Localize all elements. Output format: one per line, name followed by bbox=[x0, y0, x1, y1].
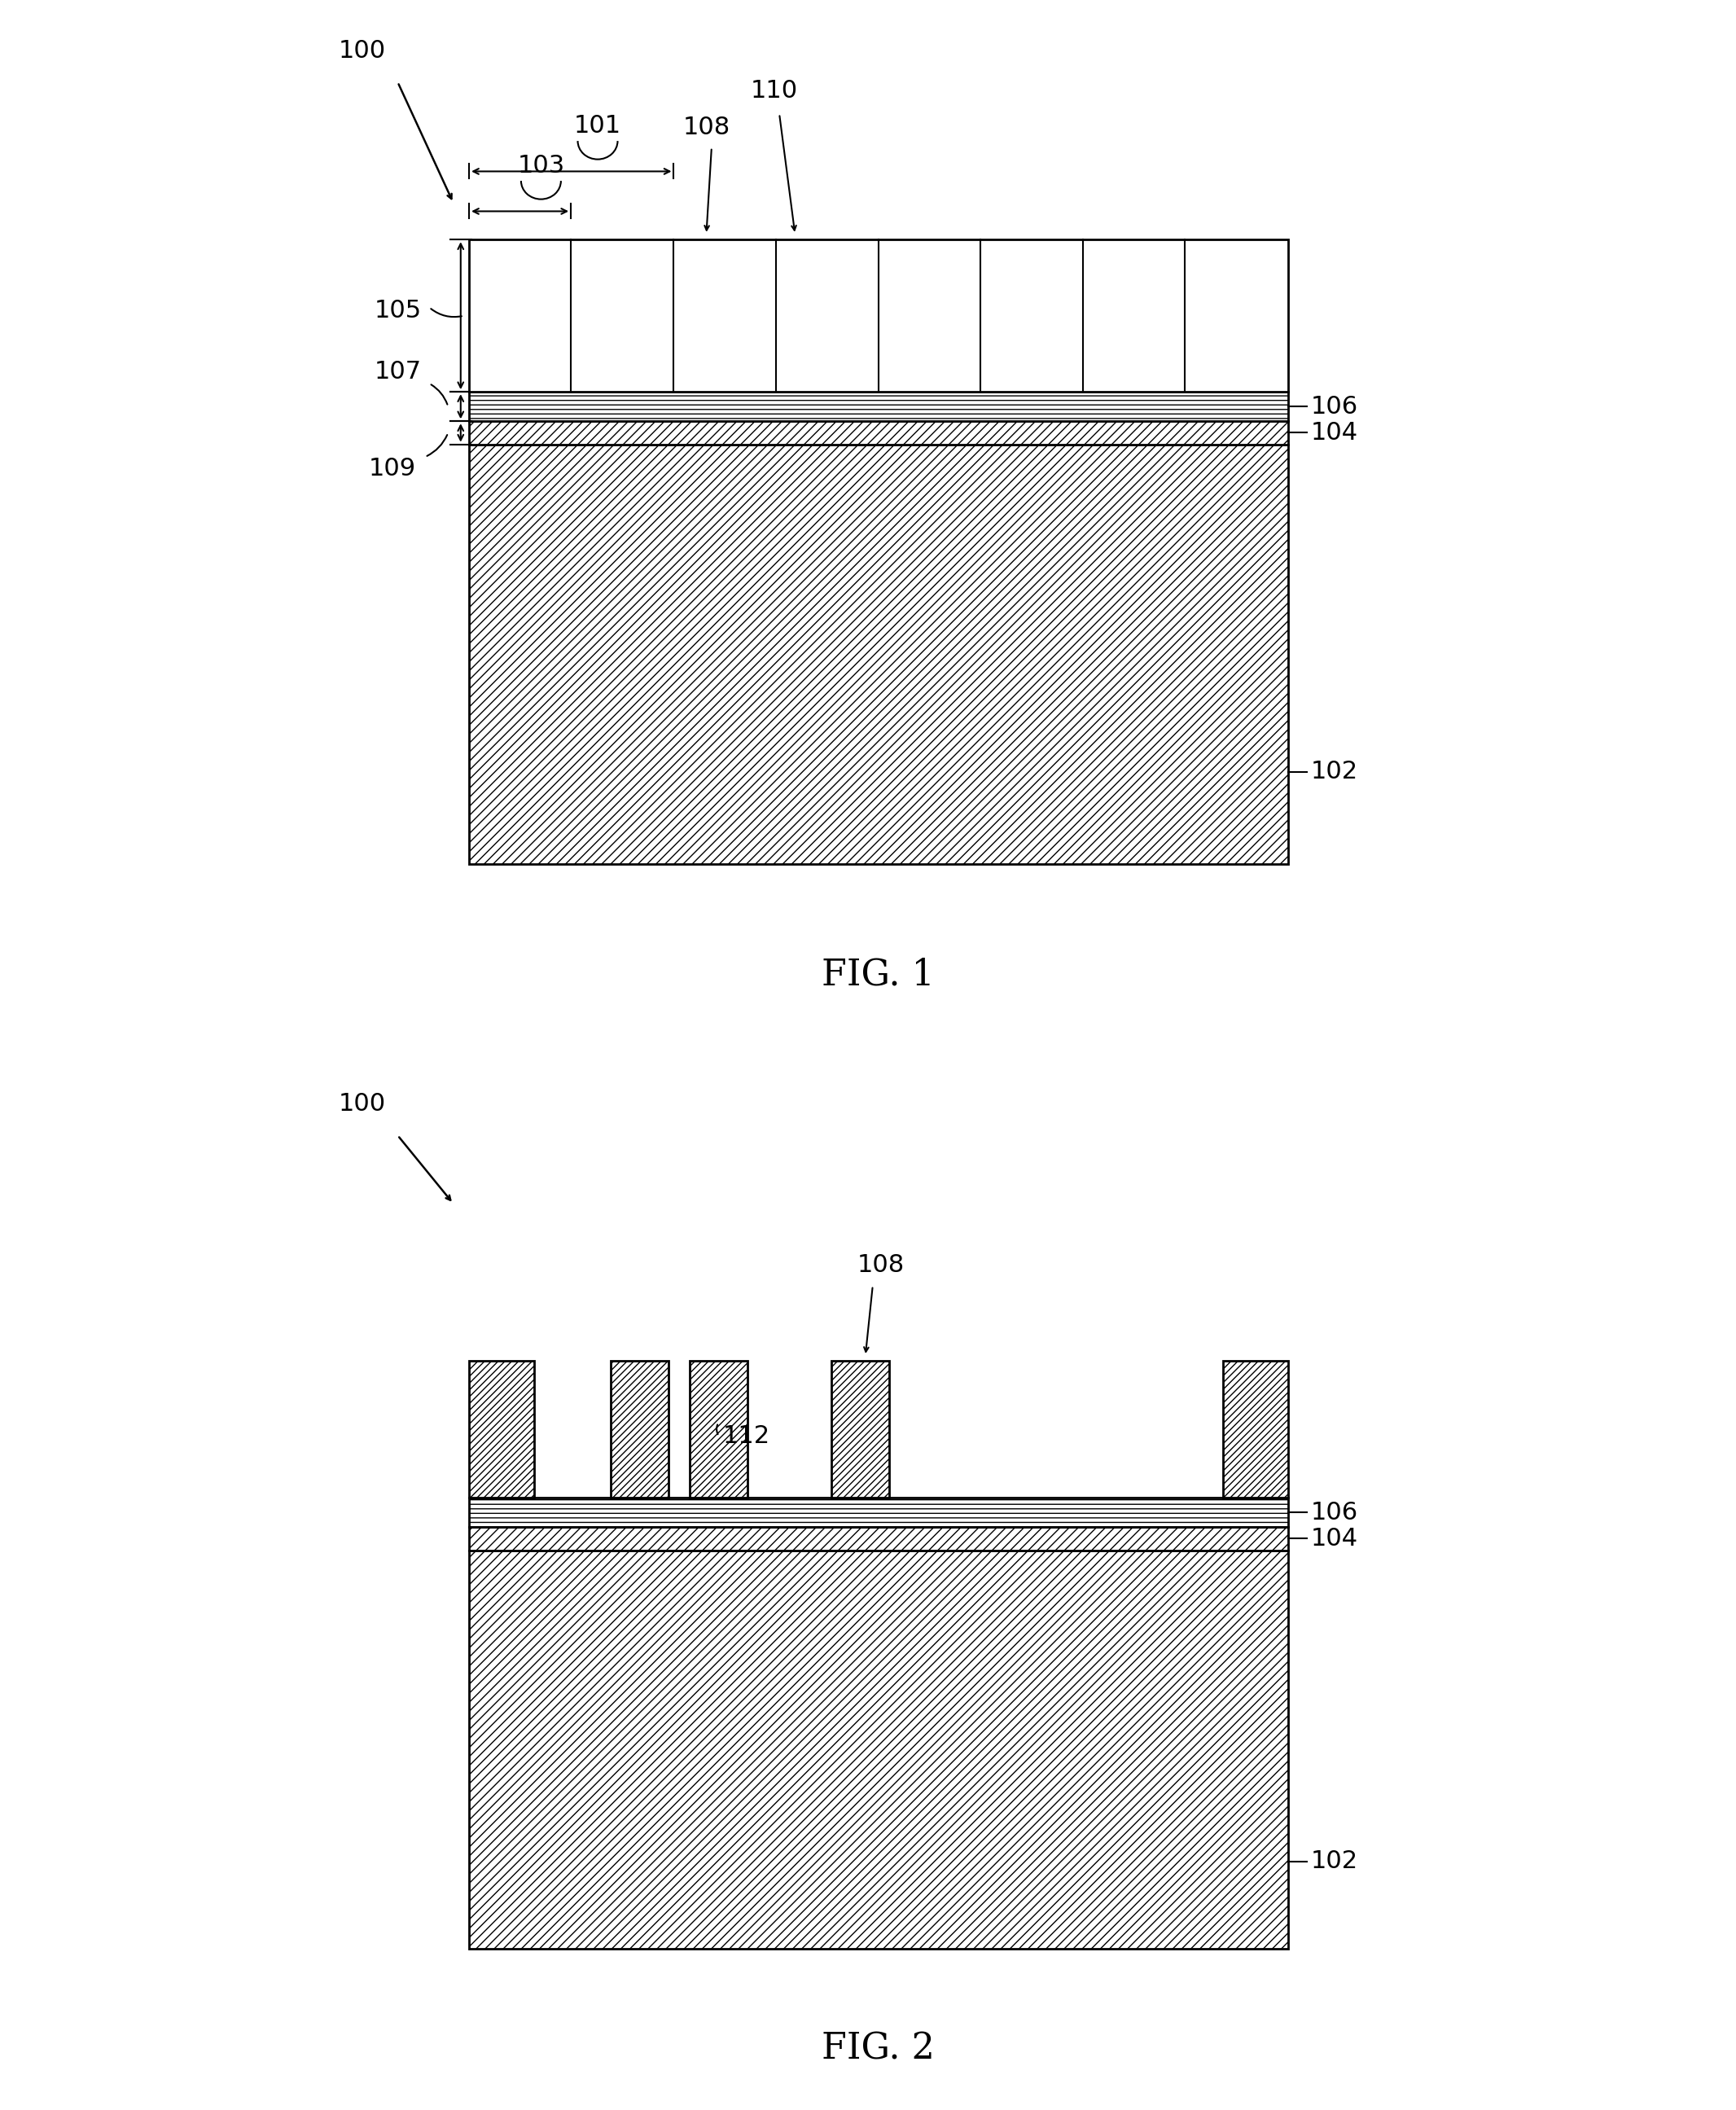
Text: FIG. 2: FIG. 2 bbox=[821, 2032, 936, 2066]
Text: FIG. 1: FIG. 1 bbox=[821, 958, 936, 992]
Bar bbox=[469, 1498, 1288, 1528]
Bar bbox=[469, 1551, 1288, 1950]
Bar bbox=[469, 241, 571, 392]
Text: 102: 102 bbox=[1311, 1850, 1358, 1874]
Bar bbox=[878, 241, 981, 392]
Text: 106: 106 bbox=[1311, 395, 1358, 418]
Text: 103: 103 bbox=[517, 154, 564, 177]
Bar bbox=[571, 241, 674, 392]
Bar bbox=[776, 241, 878, 392]
Text: 100: 100 bbox=[339, 1093, 385, 1116]
Bar bbox=[1222, 1361, 1288, 1498]
Bar bbox=[469, 392, 1288, 422]
Bar bbox=[469, 241, 1288, 392]
Text: 100: 100 bbox=[339, 38, 385, 63]
Text: 107: 107 bbox=[373, 361, 422, 384]
Bar bbox=[469, 1361, 535, 1498]
Bar bbox=[469, 1528, 1288, 1551]
Text: 102: 102 bbox=[1311, 760, 1358, 783]
Bar bbox=[674, 241, 776, 392]
Text: 108: 108 bbox=[682, 116, 731, 139]
Text: 104: 104 bbox=[1311, 422, 1358, 445]
Text: 110: 110 bbox=[750, 80, 799, 103]
Bar bbox=[611, 1361, 668, 1498]
Text: 108: 108 bbox=[858, 1253, 904, 1277]
Bar bbox=[1186, 241, 1288, 392]
Text: 101: 101 bbox=[575, 114, 621, 137]
Bar bbox=[981, 241, 1083, 392]
Text: 112: 112 bbox=[724, 1424, 771, 1447]
Bar bbox=[832, 1361, 889, 1498]
Text: 109: 109 bbox=[368, 458, 417, 481]
Text: 104: 104 bbox=[1311, 1528, 1358, 1551]
Bar bbox=[1083, 241, 1186, 392]
Bar bbox=[469, 422, 1288, 445]
Text: 105: 105 bbox=[373, 300, 422, 323]
Text: 106: 106 bbox=[1311, 1500, 1358, 1523]
Bar bbox=[469, 445, 1288, 865]
Bar bbox=[689, 1361, 746, 1498]
